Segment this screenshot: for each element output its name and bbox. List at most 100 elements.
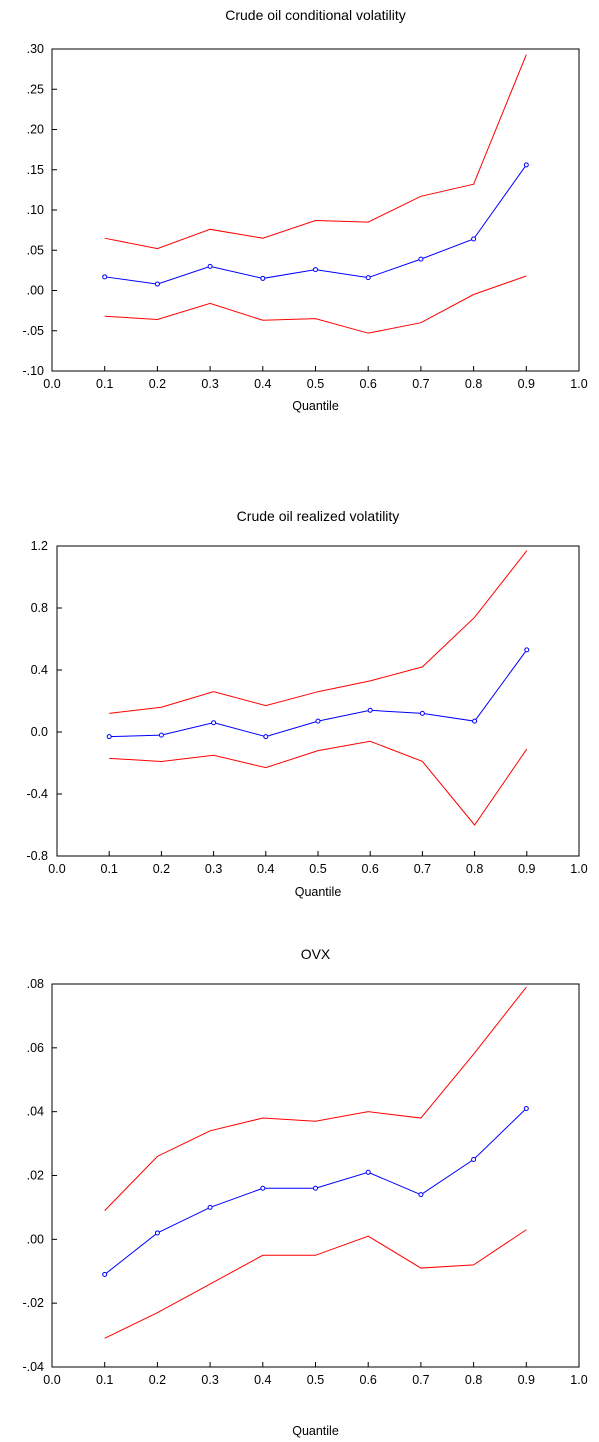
cond-vol-y-tick-label: .25: [27, 82, 44, 96]
cond-vol-estimate-point: [471, 236, 477, 242]
ovx-estimate-point: [207, 1204, 213, 1210]
ovx-estimate-point: [418, 1192, 424, 1198]
real-vol-x-tick-label: 0.6: [362, 862, 379, 876]
ovx-title: OVX: [301, 946, 331, 962]
cond-vol-x-tick-label: 0.4: [254, 377, 271, 391]
cond-vol-y-tick-label: -.10: [22, 364, 44, 378]
chart-realized-volatility: Crude oil realized volatility -0.8 -0.4 0.0…: [26, 508, 587, 899]
cond-vol-title: Crude oil conditional volatility: [225, 7, 406, 23]
real-vol-x-tick-label: 0.9: [518, 862, 535, 876]
ovx-x-tick-label: 0.7: [412, 1373, 429, 1387]
cond-vol-y-tick-label: .20: [27, 123, 44, 137]
cond-vol-y-tick-label: .05: [27, 243, 44, 257]
real-vol-x-tick-label: 0.4: [257, 862, 274, 876]
chart-ovx: OVX -.04 -.02 .00 .02 .04 .06 .08 0.0 0.1 0.2 0.3 0.…: [22, 946, 587, 1438]
real-vol-estimate-point: [419, 710, 425, 716]
real-vol-x-tick-label: 0.5: [309, 862, 326, 876]
cond-vol-estimate-point: [154, 281, 160, 287]
real-vol-y-tick-label: 0.0: [31, 725, 48, 739]
ovx-plot-frame: [51, 983, 580, 1368]
cond-vol-x-tick-label: 0.6: [360, 377, 377, 391]
cond-vol-estimate-point: [207, 263, 213, 269]
ovx-x-tick-label: 1.0: [570, 1373, 587, 1387]
real-vol-x-tick-label: 0.2: [153, 862, 170, 876]
real-vol-estimate-point: [263, 734, 269, 740]
cond-vol-x-tick-label: 1.0: [570, 377, 587, 391]
real-vol-x-tick-label: 0.8: [466, 862, 483, 876]
cond-vol-x-tick-label: 0.7: [412, 377, 429, 391]
cond-vol-x-tick-label: 0.8: [465, 377, 482, 391]
cond-vol-y-tick-label: -.05: [22, 324, 44, 338]
real-vol-estimate-point: [211, 720, 217, 726]
real-vol-x-tick-label: 0.3: [205, 862, 222, 876]
ovx-x-axis-label: Quantile: [292, 1424, 339, 1438]
ovx-x-tick-label: 0.6: [360, 1373, 377, 1387]
real-vol-y-tick-label: -0.4: [26, 787, 48, 801]
real-vol-upper-line: [109, 550, 528, 714]
real-vol-y-tick-label: 0.8: [31, 601, 48, 615]
ovx-y-tick-label: -.02: [22, 1296, 44, 1310]
cond-vol-x-tick-label: 0.1: [96, 377, 113, 391]
ovx-y-tick-label: .00: [27, 1232, 44, 1246]
cond-vol-x-tick-label: 0.9: [518, 377, 535, 391]
ovx-lower-line: [104, 1229, 527, 1339]
cond-vol-estimate-point: [523, 162, 529, 168]
ovx-estimate-point: [313, 1185, 318, 1191]
real-vol-x-axis-label: Quantile: [295, 885, 342, 899]
ovx-x-tick-label: 0.8: [465, 1373, 482, 1387]
ovx-x-tick-label: 0.3: [201, 1373, 218, 1387]
cond-vol-y-tick-label: .10: [27, 203, 44, 217]
ovx-x-tick-label: 0.2: [149, 1373, 166, 1387]
real-vol-estimate-point: [367, 707, 373, 713]
real-vol-y-tick-label: 1.2: [31, 539, 48, 553]
cond-vol-y-tick-label: .30: [27, 42, 44, 56]
cond-vol-x-tick-label: 0.5: [307, 377, 324, 391]
cond-vol-estimate-point: [313, 267, 318, 273]
cond-vol-estimate-line: [104, 164, 527, 285]
cond-vol-x-tick-label: 0.0: [43, 377, 60, 391]
ovx-estimate-point: [365, 1169, 371, 1175]
ovx-estimate-line: [104, 1108, 527, 1275]
ovx-estimate-point: [523, 1105, 529, 1111]
chart-conditional-volatility: Crude oil conditional volatility -.10 -.05…: [22, 7, 587, 413]
cond-vol-plot-frame: [51, 48, 580, 372]
real-vol-y-tick-label: 0.4: [31, 663, 48, 677]
ovx-y-tick-label: -.04: [22, 1360, 44, 1374]
real-vol-plot-frame: [56, 545, 580, 857]
real-vol-estimate-point: [524, 647, 530, 653]
ovx-y-tick-label: .04: [27, 1105, 44, 1119]
real-vol-x-tick-label: 0.1: [101, 862, 118, 876]
ovx-estimate-point: [471, 1157, 477, 1163]
ovx-estimate-point: [154, 1230, 160, 1236]
cond-vol-y-tick-label: .00: [27, 284, 44, 298]
real-vol-lower-line: [109, 740, 528, 826]
ovx-x-tick-label: 0.1: [96, 1373, 113, 1387]
ovx-estimate-point: [260, 1185, 266, 1191]
real-vol-x-tick-label: 0.0: [48, 862, 65, 876]
ovx-y-tick-label: .06: [27, 1041, 44, 1055]
real-vol-x-tick-label: 0.7: [414, 862, 431, 876]
cond-vol-y-tick-label: .15: [27, 163, 44, 177]
cond-vol-x-tick-label: 0.3: [201, 377, 218, 391]
cond-vol-upper-line: [104, 54, 527, 250]
real-vol-estimate-point: [472, 718, 478, 724]
real-vol-y-tick-label: -0.8: [26, 849, 48, 863]
ovx-x-tick-label: 0.0: [43, 1373, 60, 1387]
cond-vol-estimate-point: [418, 256, 424, 262]
ovx-upper-line: [104, 986, 527, 1211]
cond-vol-estimate-point: [365, 275, 371, 281]
ovx-y-tick-label: .08: [27, 977, 44, 991]
cond-vol-x-axis-label: Quantile: [292, 399, 339, 413]
ovx-y-tick-label: .02: [27, 1169, 44, 1183]
ovx-x-tick-label: 0.9: [518, 1373, 535, 1387]
ovx-x-tick-label: 0.4: [254, 1373, 271, 1387]
ovx-estimate-point: [102, 1271, 108, 1277]
cond-vol-lower-line: [104, 275, 527, 334]
real-vol-estimate-point: [158, 732, 164, 738]
cond-vol-estimate-point: [102, 274, 108, 280]
real-vol-x-tick-label: 1.0: [570, 862, 587, 876]
real-vol-estimate-point: [106, 734, 112, 740]
cond-vol-x-tick-label: 0.2: [149, 377, 166, 391]
cond-vol-estimate-point: [260, 275, 266, 281]
real-vol-title: Crude oil realized volatility: [237, 508, 400, 524]
